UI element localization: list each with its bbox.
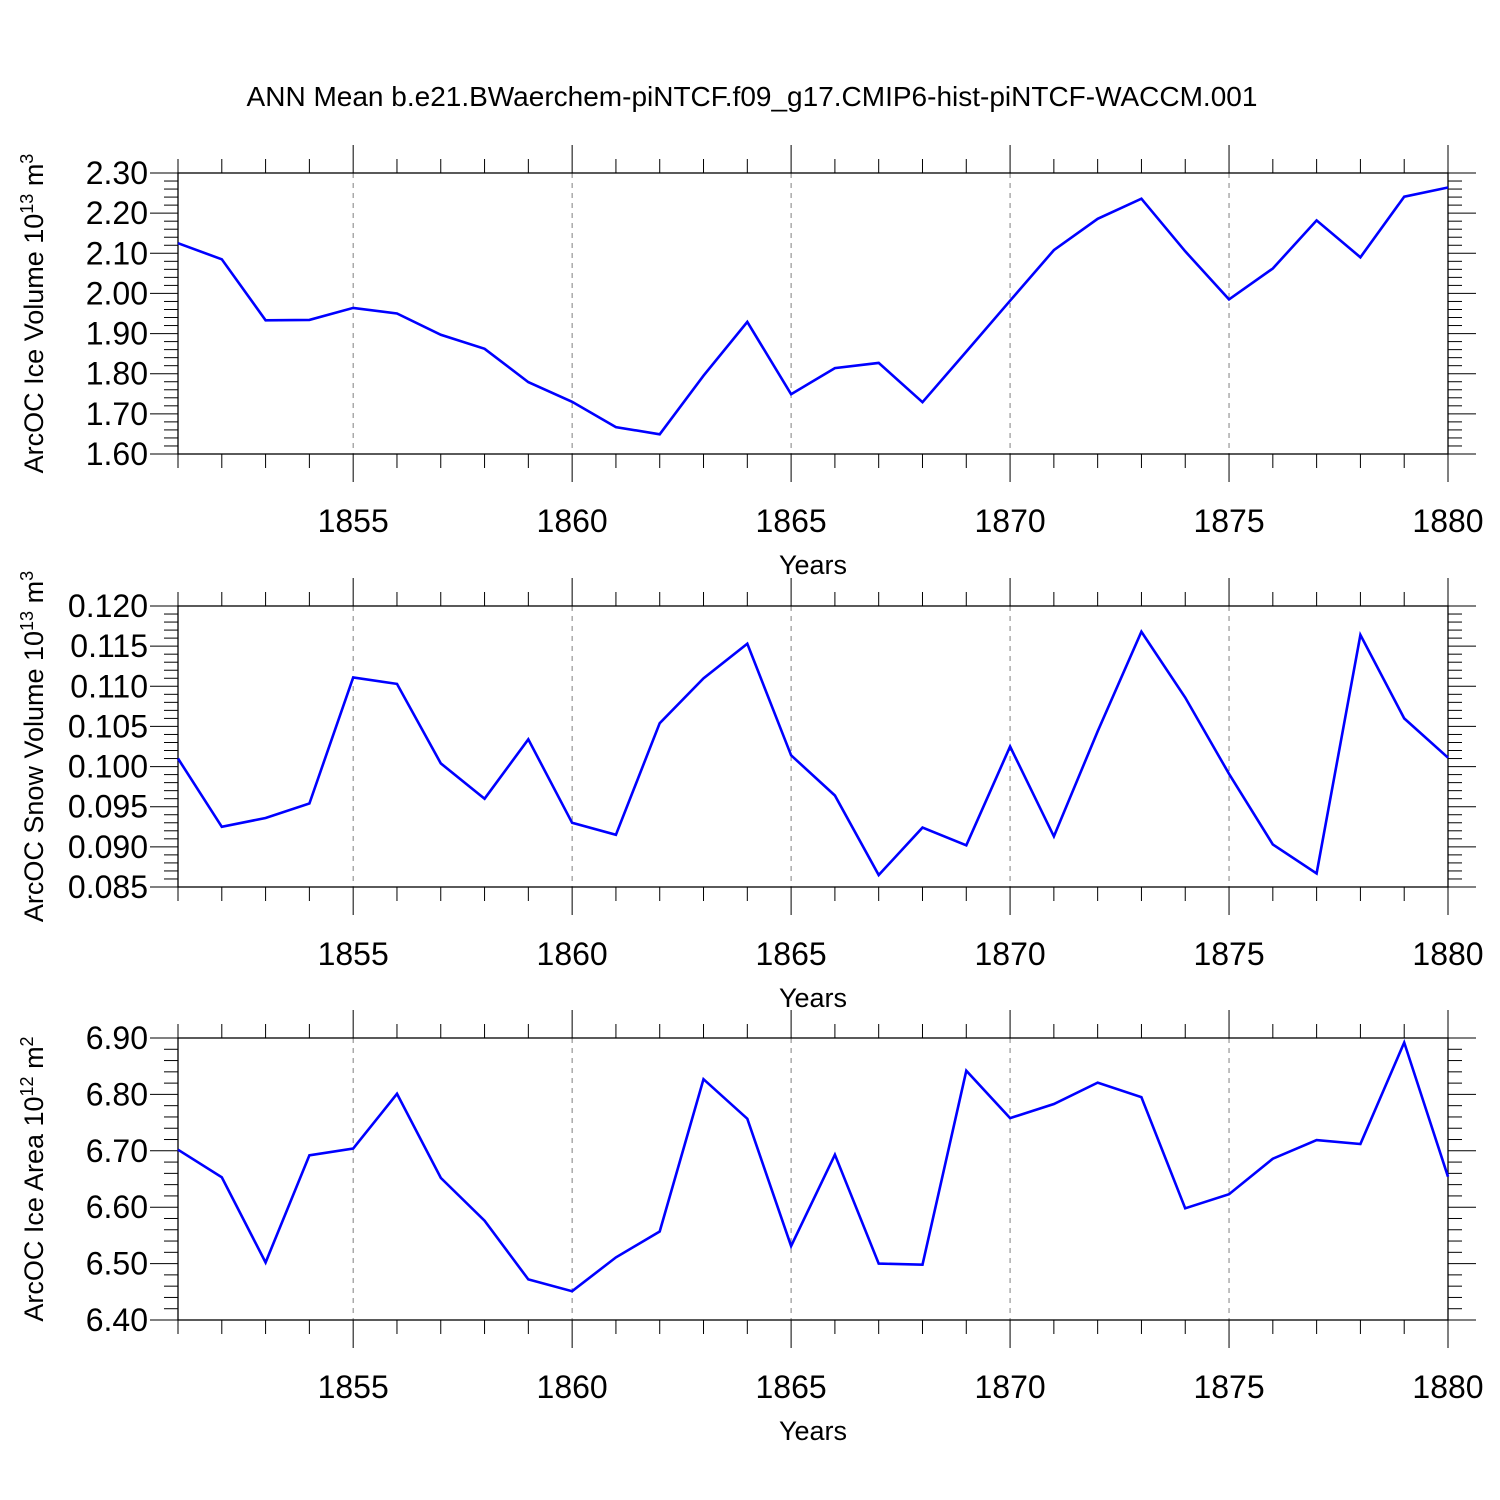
x-tick-label: 1880 xyxy=(1412,503,1483,539)
series-line xyxy=(177,186,1449,436)
x-tick-label: 1860 xyxy=(537,503,608,539)
x-tick-label: 1865 xyxy=(756,936,827,972)
x-tick-label: 1880 xyxy=(1412,1369,1483,1405)
panel-ice-volume: 1.60 1.70 1.80 1.90 2.00 2.10 2.20 2.30 1855 1860… xyxy=(17,145,1484,580)
x-tick-label: 1875 xyxy=(1193,1369,1264,1405)
y-axis-label: ArcOC Ice Area 1012 m2 xyxy=(17,1036,49,1321)
figure-title: ANN Mean b.e21.BWaerchem-piNTCF.f09_g17.… xyxy=(247,81,1258,112)
y-tick-label: 2.20 xyxy=(86,195,148,231)
panel-snow-volume: 0.085 0.090 0.095 0.100 0.105 0.110 0.115 0.120… xyxy=(17,571,1484,1013)
x-tick-label: 1880 xyxy=(1412,936,1483,972)
panel-ice-area: 6.40 6.50 6.60 6.70 6.80 6.90 1855 1860 1865 1870… xyxy=(17,1010,1484,1446)
x-tick-label: 1860 xyxy=(537,936,608,972)
y-tick-label: 1.90 xyxy=(86,316,148,352)
y-tick-label: 6.50 xyxy=(86,1246,148,1282)
x-tick-label: 1865 xyxy=(756,503,827,539)
x-axis-label: Years xyxy=(779,983,847,1013)
x-axis-label: Years xyxy=(779,1416,847,1446)
y-tick-label: 2.00 xyxy=(86,275,148,311)
x-tick-label: 1860 xyxy=(537,1369,608,1405)
y-tick-label: 2.30 xyxy=(86,155,148,191)
y-tick-label: 0.090 xyxy=(68,829,148,865)
x-tick-label: 1855 xyxy=(318,1369,389,1405)
y-tick-label: 0.120 xyxy=(68,588,148,624)
x-tick-label: 1875 xyxy=(1193,936,1264,972)
series-line xyxy=(176,629,1449,878)
y-axis-label: ArcOC Ice Volume 1013 m3 xyxy=(17,154,49,474)
x-tick-label: 1865 xyxy=(756,1369,827,1405)
y-tick-label: 1.70 xyxy=(86,396,148,432)
plot-frame xyxy=(177,1037,1449,1321)
x-tick-label: 1870 xyxy=(974,936,1045,972)
series-line xyxy=(177,1038,1450,1293)
y-tick-label: 6.40 xyxy=(86,1302,148,1338)
y-tick-label: 1.60 xyxy=(86,436,148,472)
plot-frame xyxy=(177,605,1449,888)
x-tick-label: 1875 xyxy=(1193,503,1264,539)
y-tick-label: 6.70 xyxy=(86,1133,148,1169)
y-tick-label: 2.10 xyxy=(86,235,148,271)
y-tick-label: 0.095 xyxy=(68,789,148,825)
y-tick-label: 0.085 xyxy=(68,869,148,905)
y-tick-label: 6.90 xyxy=(86,1020,148,1056)
y-axis-label: ArcOC Snow Volume 1013 m3 xyxy=(17,571,49,922)
y-tick-label: 1.80 xyxy=(86,356,148,392)
y-tick-label: 0.110 xyxy=(70,668,148,704)
x-axis-label: Years xyxy=(779,550,847,580)
plot-frame xyxy=(177,172,1449,455)
y-tick-label: 6.60 xyxy=(86,1189,148,1225)
y-tick-label: 0.100 xyxy=(68,749,148,785)
x-tick-label: 1870 xyxy=(974,503,1045,539)
y-tick-label: 0.115 xyxy=(70,628,148,664)
y-tick-label: 6.80 xyxy=(86,1076,148,1112)
y-tick-label: 0.105 xyxy=(68,708,148,744)
x-tick-label: 1855 xyxy=(318,503,389,539)
x-tick-label: 1855 xyxy=(318,936,389,972)
x-tick-label: 1870 xyxy=(974,1369,1045,1405)
